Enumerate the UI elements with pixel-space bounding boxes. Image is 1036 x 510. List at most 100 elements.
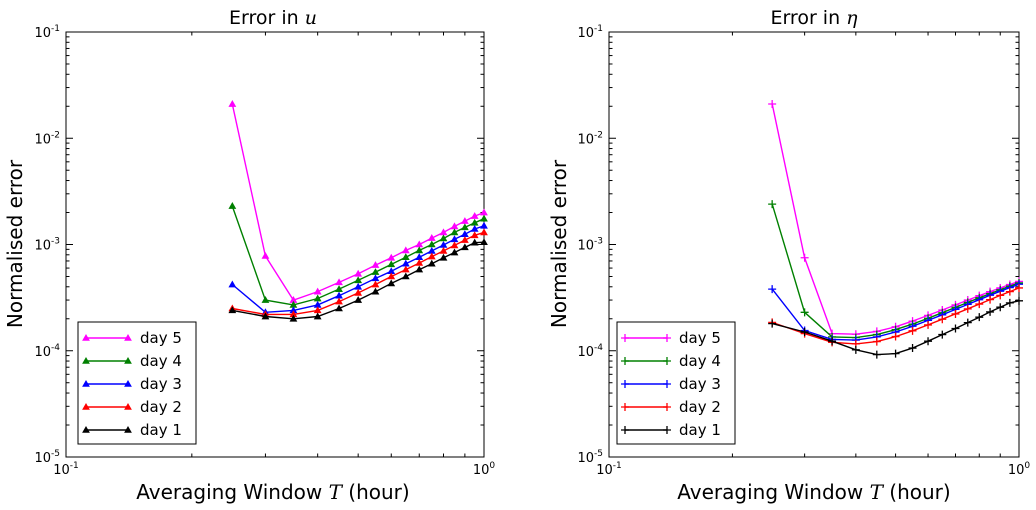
legend-marker [82,402,90,410]
data-point [371,261,380,268]
axis-ticks-u: 10-5 10-4 10-3 10-2 10-1 10-1 100 [34,24,495,478]
chart-panel-eta: Error in η 10-5 10-4 10-3 10-2 10-1 10-1 100 N… [547,7,1030,504]
legend-marker [124,356,132,364]
data-point [851,345,860,354]
data-point [768,100,777,109]
legend-entry-day-3: day 3 [621,375,721,393]
y-tick-label: 10-2 [34,130,60,147]
series-line-day-5 [231,103,485,301]
series-line-day-3 [231,225,485,314]
legend-marker [621,334,629,342]
data-point [480,214,488,222]
series-line-day-5 [771,103,1020,335]
data-point [427,252,436,260]
data-point [387,260,396,268]
data-point [768,319,777,328]
data-point [335,278,343,286]
y-tick-label: 10-5 [577,449,603,466]
legend-entry-day-1: day 1 [82,421,182,439]
data-point [439,246,448,254]
legend-marker [621,403,629,411]
series-lines-u [228,100,488,322]
series-day-3 [228,221,488,316]
data-point [371,287,380,295]
data-point [439,253,448,261]
data-point [1005,298,1014,307]
legend-entry-day-2: day 2 [82,398,182,416]
series-line-day-4 [231,205,485,306]
legend-label: day 1 [679,421,721,439]
data-point [480,221,488,229]
legend-eta: day 5 day 4 day 3 day 2 day 1 [616,321,736,445]
data-point [261,296,270,303]
legend-marker [82,379,90,387]
data-point [891,332,900,341]
data-point [401,253,410,260]
legend-box-u [77,321,197,445]
data-point [480,228,488,236]
data-point [951,309,960,318]
legend-marker [124,333,132,341]
legend-label: day 1 [140,421,182,439]
data-point [996,291,1005,300]
legend-label: day 5 [679,329,721,347]
data-point [439,234,448,242]
legend-entry-day-5: day 5 [621,329,721,347]
data-point [228,280,237,288]
data-point [872,350,881,359]
data-point [415,265,424,273]
legend-marker [82,425,90,433]
legend-label: day 3 [140,375,182,393]
legend-box-eta [616,321,736,445]
data-point [460,243,469,251]
y-tick-label: 10-2 [577,130,603,147]
legend-marker [621,426,629,434]
data-point [415,246,424,254]
data-point [1015,283,1023,292]
legend-entry-day-5: day 5 [82,329,182,347]
data-point [354,276,363,284]
data-point [228,100,237,107]
series-lines-eta [768,100,1023,359]
data-point [261,312,270,320]
data-point [450,241,459,249]
data-point [427,259,436,267]
y-tick-label: 10-4 [34,343,60,360]
data-point [228,306,237,314]
legend-marker [663,403,671,411]
data-point [480,238,488,246]
series-day-1 [228,238,488,322]
data-point [908,344,917,353]
series-day-1 [768,296,1023,359]
data-point [401,272,410,280]
data-point [986,307,995,316]
data-point [938,330,947,339]
legend-label: day 4 [679,352,721,370]
data-point [387,253,396,261]
legend-marker [82,333,90,341]
data-point [996,303,1005,312]
data-point [401,246,410,254]
data-point [963,318,972,327]
legend-marker [621,357,629,365]
data-point [401,265,410,273]
series-line-day-2 [771,287,1020,345]
chart-title-eta: Error in η [770,7,858,29]
legend-entry-day-2: day 2 [621,398,721,416]
legend-u: day 5 day 4 day 3 day 2 day 1 [77,321,197,445]
data-point [335,285,343,292]
legend-entry-day-4: day 4 [82,352,182,370]
series-day-5 [228,100,488,303]
data-point [470,238,479,246]
y-axis-label-u: Normalised error [3,159,27,328]
legend-label: day 5 [140,329,182,347]
data-point [354,296,363,303]
data-point [951,324,960,333]
legend-entry-day-1: day 1 [621,421,721,439]
legend-marker [621,380,629,388]
data-point [938,315,947,324]
legend-marker [663,357,671,365]
data-point [354,288,363,296]
data-point [261,251,270,259]
